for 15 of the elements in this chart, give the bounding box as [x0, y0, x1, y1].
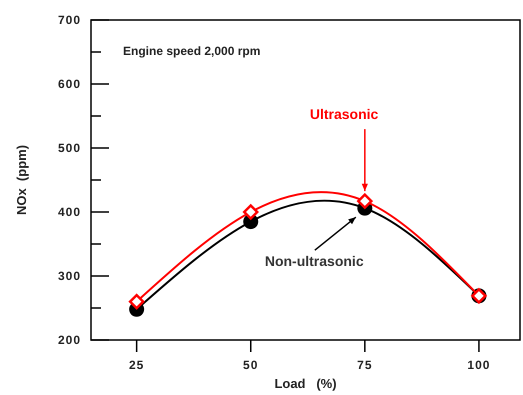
x-tick-label: 75 [357, 358, 373, 372]
legend-label: Non-ultrasonic [264, 253, 364, 270]
y-tick-label: 300 [58, 269, 81, 284]
x-tick-label: 50 [243, 358, 258, 372]
x-axis-title: Load (%) [274, 376, 337, 391]
annotation: Engine speed 2,000 rpm [123, 44, 260, 58]
x-tick-label: 100 [467, 358, 490, 372]
x-tick-label: 25 [128, 358, 144, 372]
y-tick-label: 700 [58, 13, 81, 28]
y-tick-label: 600 [58, 77, 81, 92]
y-tick-label: 400 [58, 205, 81, 220]
y-axis-title: NOx (ppm) [14, 144, 29, 216]
text: Ultrasonic [310, 106, 379, 122]
y-tick-label: 500 [58, 141, 81, 156]
y-tick-label: 200 [58, 333, 81, 348]
